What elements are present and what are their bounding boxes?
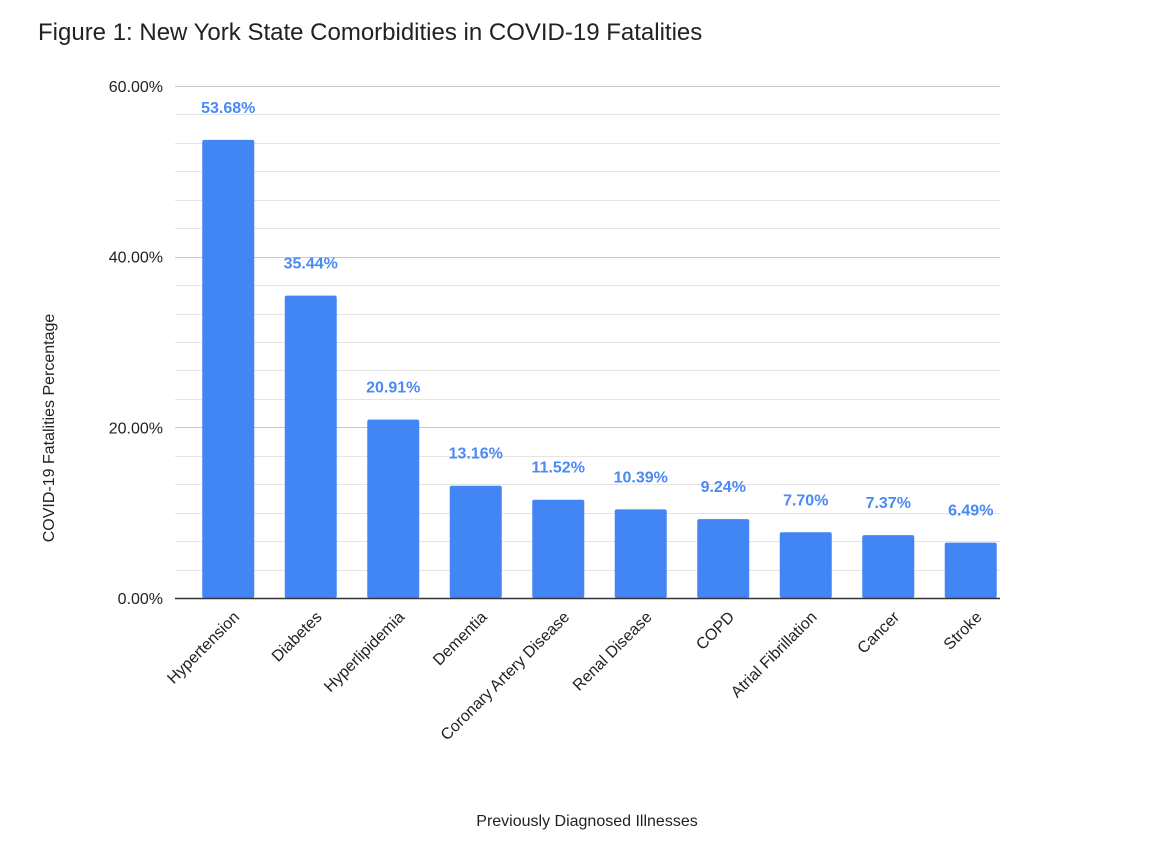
x-tick-label: Stroke — [941, 609, 986, 654]
bar — [697, 519, 750, 598]
data-label: 10.39% — [614, 469, 668, 486]
bars — [202, 139, 997, 598]
x-tick-label: Renal Disease — [570, 609, 656, 695]
y-tick-label: 60.00% — [109, 79, 163, 96]
x-tick-label: COPD — [693, 609, 738, 654]
bar — [862, 535, 915, 598]
y-tick-label: 40.00% — [109, 250, 163, 267]
y-axis-title: COVID-19 Fatalities Percentage — [41, 314, 58, 543]
bar — [944, 542, 997, 598]
data-label: 9.24% — [701, 479, 746, 496]
bar — [614, 509, 667, 598]
data-label: 53.68% — [201, 100, 255, 117]
data-label: 6.49% — [948, 503, 993, 520]
x-tick-label: Dementia — [430, 609, 491, 670]
x-tick-label: Diabetes — [269, 609, 326, 666]
bar — [202, 139, 255, 598]
x-tick-label: Atrial Fibrillation — [728, 609, 820, 701]
x-axis-title: Previously Diagnosed Illnesses — [476, 813, 697, 830]
data-label: 7.37% — [866, 495, 911, 512]
data-label: 7.70% — [783, 492, 828, 509]
bar — [779, 532, 832, 598]
bar — [532, 499, 585, 598]
bar — [449, 485, 502, 598]
chart-title: Figure 1: New York State Comorbidities i… — [38, 19, 702, 46]
y-tick-label: 0.00% — [118, 591, 163, 608]
bar — [284, 295, 337, 598]
data-label: 35.44% — [284, 256, 338, 273]
data-label: 20.91% — [366, 380, 420, 397]
data-label: 13.16% — [449, 446, 503, 463]
y-tick-label: 20.00% — [109, 420, 163, 437]
x-tick-label: Hypertension — [164, 609, 243, 688]
data-label: 11.52% — [532, 460, 585, 477]
x-tick-label: Hyperlipidemia — [321, 609, 408, 696]
data-labels: 53.68% 35.44% 20.91% 13.16% 11.52% 10.39% 9.24… — [201, 100, 993, 520]
x-tick-label: Cancer — [855, 608, 904, 657]
bar — [367, 419, 420, 598]
y-axis-ticks: 0.00% 20.00% 40.00% 60.00% — [109, 79, 163, 608]
